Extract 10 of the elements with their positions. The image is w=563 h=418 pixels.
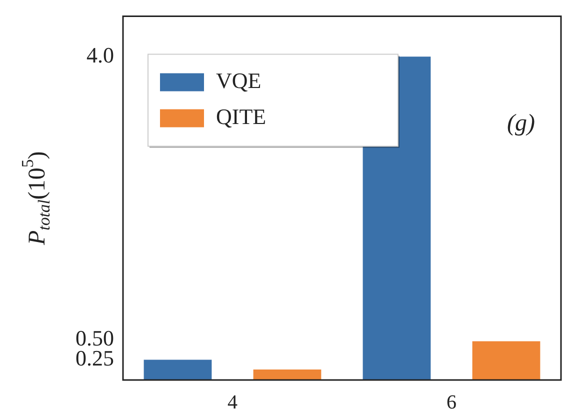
y-axis-title: Ptotal(105) xyxy=(18,151,54,246)
annotation: (g) xyxy=(507,110,535,137)
x-tick-label: 6 xyxy=(446,391,456,414)
y-tick-label: 4.0 xyxy=(86,42,114,68)
x-tick-label: 4 xyxy=(228,391,238,414)
bar xyxy=(144,360,212,380)
bar xyxy=(253,369,322,380)
legend-label: VQE xyxy=(216,68,262,93)
bar xyxy=(472,341,540,380)
legend-label: QITE xyxy=(216,104,266,129)
